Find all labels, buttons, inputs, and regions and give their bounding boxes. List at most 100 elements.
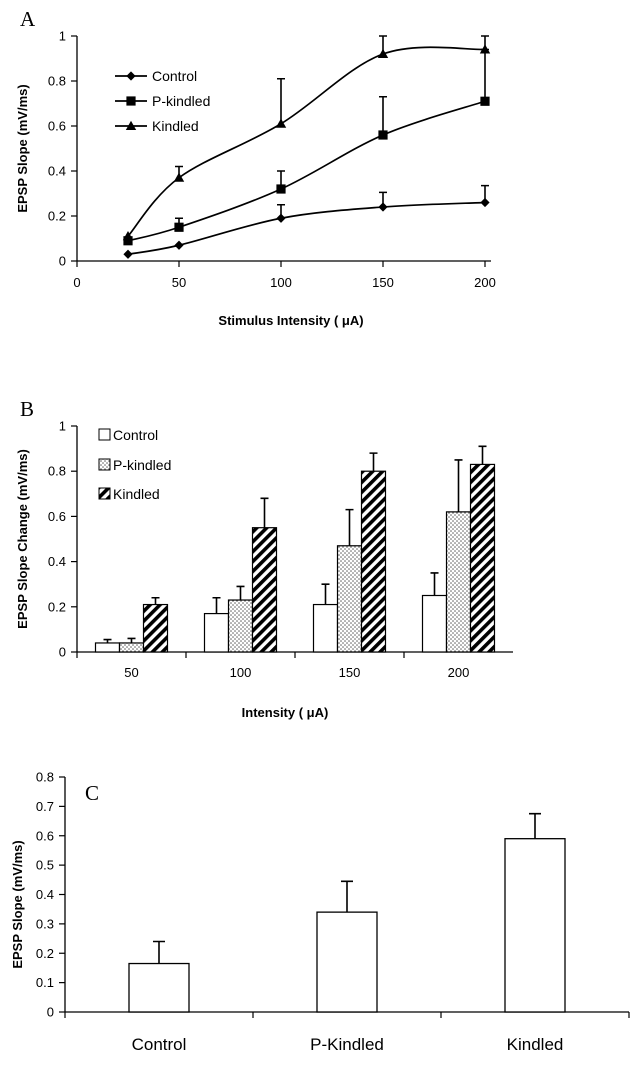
panel-b-bar [251,527,278,653]
panel-c-category-label: Kindled [507,1035,564,1054]
panel-a-x-tick-label: 150 [372,275,394,290]
panel-a-y-tick-label: 0.6 [48,119,66,134]
panel-b-y-tick-label: 0.8 [48,464,66,479]
panel-b-y-tick-label: 0.4 [48,554,66,569]
panel-b-bar [142,603,169,653]
panel-a-line-chart: A 0 0.2 0.4 0.6 0.8 1 0 50 100 150 200 Stimulus Inte… [15,7,496,328]
panel-a-y-tick-label: 0 [59,254,66,269]
panel-a-data-point [174,222,184,232]
panel-b-legend-swatch [98,458,111,471]
panel-c-bar [504,838,566,1013]
panel-b-bar [312,603,339,653]
panel-a-data-point [480,197,490,208]
panel-b-legend-swatch [98,428,111,441]
panel-c-category-label: P-Kindled [310,1035,384,1054]
panel-b-bar [336,545,363,653]
panel-b-bar [118,642,145,653]
panel-b-y-tick-label: 0 [59,645,66,660]
panel-b-error-bar [321,583,330,605]
panel-b-x-tick-label: 50 [124,665,138,680]
panel-a-data-point [276,184,286,194]
panel-b-error-bar [260,497,269,528]
panel-c-bar-chart: C 0 0.1 0.2 0.3 0.4 0.5 0.6 0.7 0.8 Control P-Kindl… [10,770,630,1054]
panel-c-error-bar [153,940,165,964]
panel-a-y-tick-label: 1 [59,29,66,44]
panel-b-error-bar [151,596,160,605]
panel-b-bar [421,594,448,653]
panel-a-data-point [174,240,184,250]
panel-a-y-tick-label: 0.4 [48,164,66,179]
panel-c-y-tick-label: 0.2 [36,946,54,961]
panel-a-data-point [480,96,490,106]
panel-c-y-tick-label: 0.5 [36,858,54,873]
panel-b-error-bar [454,459,463,512]
panel-c-error-bar [341,880,353,913]
panel-a-x-tick-label: 50 [172,275,186,290]
panel-b-bar [445,511,472,653]
panel-a-x-tick-label: 200 [474,275,496,290]
panel-a-y-axis-title: EPSP Slope (mV/ms) [15,84,30,212]
panel-a-data-point [479,44,491,54]
panel-a-legend-label: Kindled [152,118,199,134]
panel-a-series-line [127,46,486,237]
panel-a-legend-marker [126,71,136,81]
panel-a-error-bar [277,77,285,124]
panel-a-data-point [275,118,287,128]
panel-b-error-bar [369,452,378,472]
panel-c-letter: C [85,781,99,805]
panel-c-error-bar [529,812,541,839]
panel-c-y-tick-label: 0 [47,1005,54,1020]
panel-c-y-tick-label: 0.4 [36,887,54,902]
panel-a-data-point [377,48,389,58]
panel-b-bar [94,642,121,653]
panel-b-error-bar [212,596,221,614]
panel-b-y-tick-label: 1 [59,419,66,434]
panel-b-legend-swatch [98,487,111,500]
panel-b-legend-label: Kindled [113,486,160,502]
panel-a-legend-marker [126,96,136,106]
panel-a-legend-label: P-kindled [152,93,210,109]
panel-a-series-line [127,100,486,242]
panel-b-y-axis-title: EPSP Slope Change (mV/ms) [15,449,30,629]
panel-c-bar [316,911,378,1013]
panel-b-error-bar [345,508,354,546]
panel-c-y-axis-title: EPSP Slope (mV/ms) [10,840,25,968]
panel-c-y-tick-label: 0.1 [36,975,54,990]
panel-a-data-point [378,130,388,140]
panel-a-data-point [276,213,286,223]
panel-b-bar [469,463,496,653]
panel-b-error-bar [430,572,439,596]
panel-a-letter: A [20,7,36,31]
panel-a-error-bar [379,95,387,135]
panel-a-error-bar [481,48,489,102]
panel-b-bar [227,599,254,653]
panel-b-x-tick-label: 150 [339,665,361,680]
panel-a-series-line [127,201,486,256]
panel-a-legend-label: Control [152,68,197,84]
panel-b-x-tick-label: 100 [230,665,252,680]
panel-a-x-axis-title: Stimulus Intensity ( μA) [218,313,363,328]
panel-a-y-tick-label: 0.2 [48,209,66,224]
panel-b-letter: B [20,397,34,421]
panel-b-bar [360,470,387,653]
panel-c-y-tick-label: 0.7 [36,799,54,814]
panel-b-y-tick-label: 0.6 [48,509,66,524]
panel-c-y-tick-label: 0.8 [36,770,54,785]
panel-b-error-bar [236,585,245,601]
panel-a-data-point [378,202,388,212]
panel-c-y-tick-label: 0.3 [36,916,54,931]
panel-a-data-point [173,172,185,182]
panel-b-legend-label: Control [113,427,158,443]
panel-a-x-tick-label: 0 [73,275,80,290]
panel-b-x-tick-label: 200 [448,665,470,680]
panel-b-legend-label: P-kindled [113,457,171,473]
panel-c-category-label: Control [132,1035,187,1054]
panel-a-data-point [122,231,134,241]
panel-a-legend-marker [125,120,137,130]
panel-c-y-tick-label: 0.6 [36,828,54,843]
panel-b-x-axis-title: Intensity ( μA) [242,705,329,720]
panel-a-y-tick-label: 0.8 [48,74,66,89]
panel-b-error-bar [103,638,112,643]
